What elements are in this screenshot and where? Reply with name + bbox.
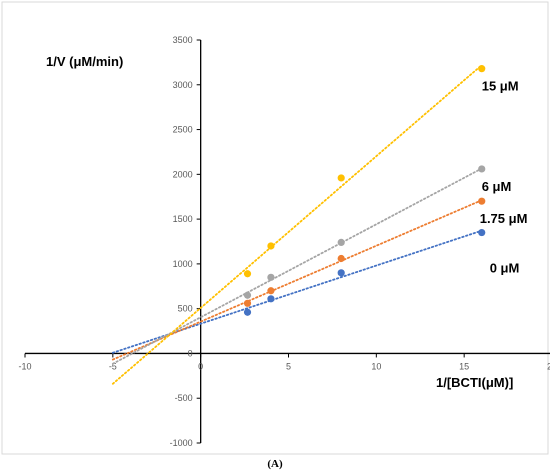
point-series-1-3: [478, 197, 486, 205]
y-tick-label: 3000: [173, 80, 193, 90]
trendline-series-0: [111, 229, 483, 354]
series-label-2: 6 μM: [482, 179, 512, 194]
y-tick-label: -1000: [170, 438, 193, 448]
y-tick-label: 500: [178, 304, 193, 314]
data-points: [243, 65, 486, 316]
y-tick-label: 0: [188, 348, 193, 358]
y-axis-title: 1/V (μM/min): [46, 54, 123, 69]
series-label-3: 15 μM: [482, 79, 519, 94]
figure-caption: (A): [267, 458, 283, 470]
y-tick-label: 3500: [173, 35, 193, 45]
point-series-1-1: [267, 287, 275, 295]
point-series-3-1: [267, 242, 275, 250]
axes: -10 -5 0 5 10 15 20 -1000 -500 0 500 1000 1500 2000 25…: [18, 35, 550, 448]
point-series-3-3: [478, 65, 486, 73]
x-tick-label: -5: [109, 361, 117, 371]
x-tick-label: 10: [371, 361, 381, 371]
series-labels: 0 μM 1.75 μM 6 μM 15 μM: [480, 79, 528, 276]
y-tick-label: -500: [175, 393, 193, 403]
point-series-0-3: [478, 228, 486, 237]
point-series-1-0: [243, 299, 252, 307]
series-label-0: 0 μM: [490, 261, 520, 276]
x-tick-label: 15: [459, 361, 469, 371]
point-series-3-0: [243, 270, 252, 278]
point-series-1-2: [337, 254, 345, 263]
trendlines: [111, 64, 483, 385]
trendline-series-2: [111, 167, 483, 365]
x-axis-title: 1/[BCTI(μM)]: [436, 375, 513, 390]
point-series-2-1: [267, 273, 275, 281]
trendline-series-1: [111, 199, 483, 361]
point-series-2-3: [478, 165, 486, 173]
point-series-3-2: [337, 174, 345, 182]
y-tick-label: 1500: [173, 214, 193, 224]
y-tick-label: 1000: [173, 259, 193, 269]
x-tick-label: 20: [547, 361, 550, 371]
series-label-1: 1.75 μM: [480, 211, 528, 226]
point-series-2-0: [243, 291, 252, 299]
y-tick-label: 2000: [173, 169, 193, 179]
point-series-0-0: [243, 308, 252, 316]
x-tick-label: -10: [18, 361, 31, 371]
x-tick-label: 5: [286, 361, 291, 371]
x-tick-label: 0: [198, 361, 203, 371]
chart-border: [1, 1, 549, 455]
point-series-0-2: [337, 269, 345, 277]
point-series-2-2: [337, 238, 345, 246]
trendline-series-3: [111, 64, 483, 385]
point-series-0-1: [267, 295, 275, 303]
y-tick-label: 2500: [173, 125, 193, 135]
